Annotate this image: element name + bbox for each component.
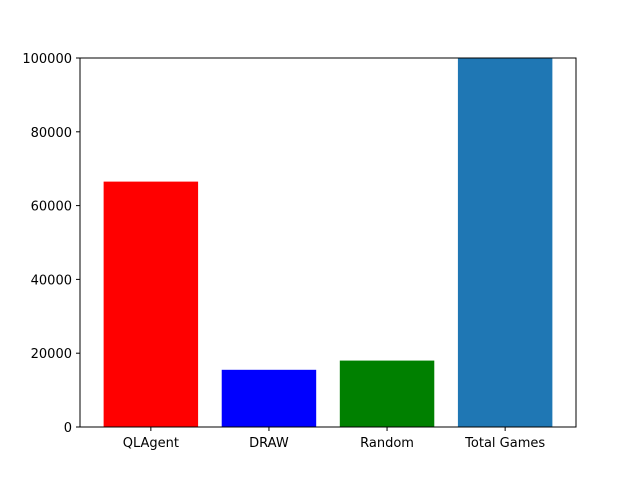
bar-qlagent	[103, 181, 199, 427]
bar-draw	[221, 369, 317, 427]
y-tick-label: 100000	[22, 52, 72, 67]
y-tick-label: 40000	[31, 273, 72, 288]
y-tick-label: 60000	[31, 200, 72, 215]
bar-total-games	[457, 58, 553, 427]
bars-group	[103, 58, 553, 427]
y-axis-ticks: 0 20000 40000 60000 80000 100000	[22, 52, 80, 436]
x-tick-label: QLAgent	[123, 436, 179, 451]
x-tick-label: DRAW	[249, 436, 289, 451]
y-tick-label: 20000	[31, 347, 72, 362]
x-tick-label: Random	[360, 436, 414, 451]
y-tick-label: 80000	[31, 126, 72, 141]
x-axis-ticks: QLAgent DRAW Random Total Games	[123, 427, 545, 451]
bar-random	[339, 360, 435, 427]
x-tick-label: Total Games	[464, 436, 545, 451]
y-tick-label: 0	[64, 421, 72, 436]
plot-frame	[79, 57, 577, 428]
